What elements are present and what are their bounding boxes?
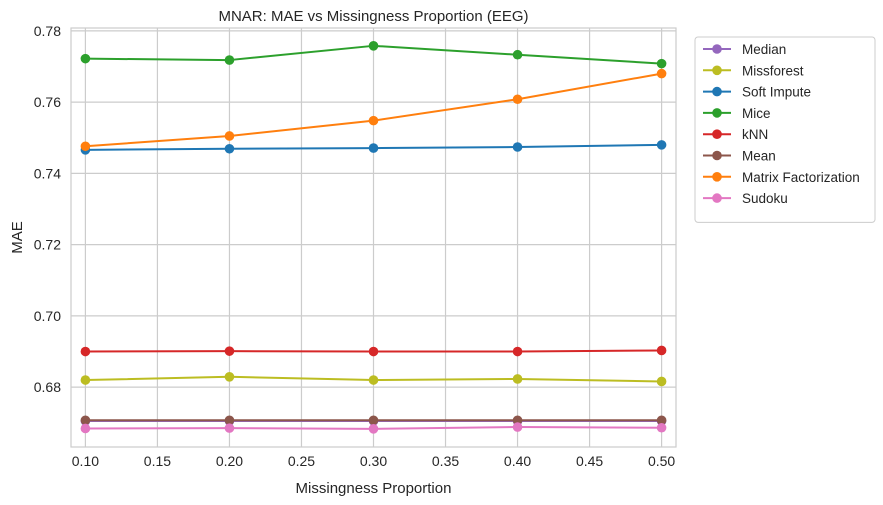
data-point-mean	[80, 415, 91, 426]
data-point-matrix-factorization	[656, 68, 667, 79]
data-point-soft-impute	[368, 143, 379, 153]
legend-item-soft-impute: Soft Impute	[703, 85, 811, 100]
legend-swatch-marker	[712, 65, 722, 76]
x-tick-label: 0.10	[72, 453, 99, 469]
data-point-soft-impute	[224, 143, 235, 154]
x-tick-label: 0.20	[216, 453, 243, 469]
data-point-knn	[80, 346, 91, 357]
data-point-mean	[368, 415, 379, 426]
legend-swatch-marker	[712, 86, 722, 97]
data-point-sudoku	[224, 423, 235, 433]
legend-swatch-marker	[712, 172, 722, 182]
x-tick-label: 0.50	[648, 453, 675, 469]
legend-item-knn: kNN	[703, 127, 768, 142]
data-point-missforest	[224, 372, 235, 382]
legend-label: kNN	[742, 127, 768, 142]
series-lines	[80, 41, 667, 434]
data-point-mice	[224, 55, 235, 65]
legend-label: Sudoku	[742, 191, 788, 206]
series-matrix-factorization	[80, 68, 667, 152]
data-point-knn	[368, 346, 379, 357]
data-point-mice	[512, 49, 523, 60]
data-point-missforest	[368, 375, 379, 385]
data-point-soft-impute	[512, 142, 523, 152]
data-point-sudoku	[368, 424, 379, 434]
data-point-knn	[224, 346, 235, 356]
data-point-sudoku	[512, 422, 523, 432]
legend-swatch-marker	[712, 150, 722, 161]
data-point-mice	[656, 58, 667, 69]
y-tick-label: 0.74	[34, 165, 61, 181]
x-axis-label: Missingness Proportion	[296, 480, 452, 497]
series-knn	[80, 345, 667, 357]
legend-item-sudoku: Sudoku	[703, 191, 788, 206]
data-point-sudoku	[80, 423, 91, 434]
chart-title: MNAR: MAE vs Missingness Proportion (EEG…	[218, 8, 528, 25]
data-point-missforest	[656, 376, 667, 387]
data-point-mean	[656, 415, 667, 426]
data-point-matrix-factorization	[368, 115, 379, 126]
legend-label: Mice	[742, 106, 771, 121]
data-point-knn	[656, 345, 667, 356]
x-tick-label: 0.25	[288, 453, 315, 469]
y-axis-label: MAE	[9, 221, 26, 254]
legend-item-missforest: Missforest	[703, 63, 804, 78]
series-soft-impute	[80, 140, 667, 155]
legend-swatch-marker	[712, 193, 722, 203]
x-tick-label: 0.45	[576, 453, 603, 469]
x-tick-label: 0.40	[504, 453, 531, 469]
data-point-knn	[512, 346, 523, 357]
data-point-mice	[80, 53, 91, 64]
legend-item-mice: Mice	[703, 106, 771, 121]
y-tick-label: 0.70	[34, 308, 61, 324]
legend-label: Soft Impute	[742, 85, 811, 100]
series-sudoku	[80, 422, 667, 434]
legend-swatch-marker	[712, 129, 722, 139]
data-point-sudoku	[656, 422, 667, 433]
y-tick-label: 0.68	[34, 379, 61, 395]
legend-label: Missforest	[742, 63, 804, 78]
y-tick-label: 0.78	[34, 23, 61, 39]
data-point-matrix-factorization	[512, 94, 523, 105]
data-point-mean	[224, 415, 235, 426]
legend-swatch-marker	[712, 108, 722, 118]
legend-label: Matrix Factorization	[742, 170, 860, 185]
y-tick-label: 0.72	[34, 237, 61, 253]
y-tick-label: 0.76	[34, 94, 61, 110]
legend-item-median: Median	[703, 42, 786, 57]
legend-item-mean: Mean	[703, 149, 776, 164]
x-tick-label: 0.15	[144, 453, 171, 469]
series-mice	[80, 41, 667, 69]
x-tick-label: 0.35	[432, 453, 459, 469]
tick-labels: 0.10 0.15 0.20 0.25 0.30 0.35 0.40 0.45 0.50 0.68…	[34, 23, 676, 469]
series-mean	[80, 415, 667, 426]
legend-label: Median	[742, 42, 786, 57]
series-missforest	[80, 372, 667, 387]
data-point-missforest	[80, 375, 91, 385]
data-point-matrix-factorization	[224, 131, 235, 141]
legend-item-matrix-factorization: Matrix Factorization	[703, 170, 860, 185]
data-point-soft-impute	[656, 140, 667, 150]
data-point-matrix-factorization	[80, 141, 91, 152]
data-point-missforest	[512, 374, 523, 384]
legend-swatch-marker	[712, 44, 722, 54]
data-point-mean	[512, 415, 523, 426]
legend-box	[694, 36, 876, 223]
legend: Median Missforest Soft Impute Mice kNN Mean Ma…	[694, 36, 876, 223]
x-tick-label: 0.30	[360, 453, 387, 469]
data-point-mice	[368, 41, 379, 51]
legend-label: Mean	[742, 149, 776, 164]
